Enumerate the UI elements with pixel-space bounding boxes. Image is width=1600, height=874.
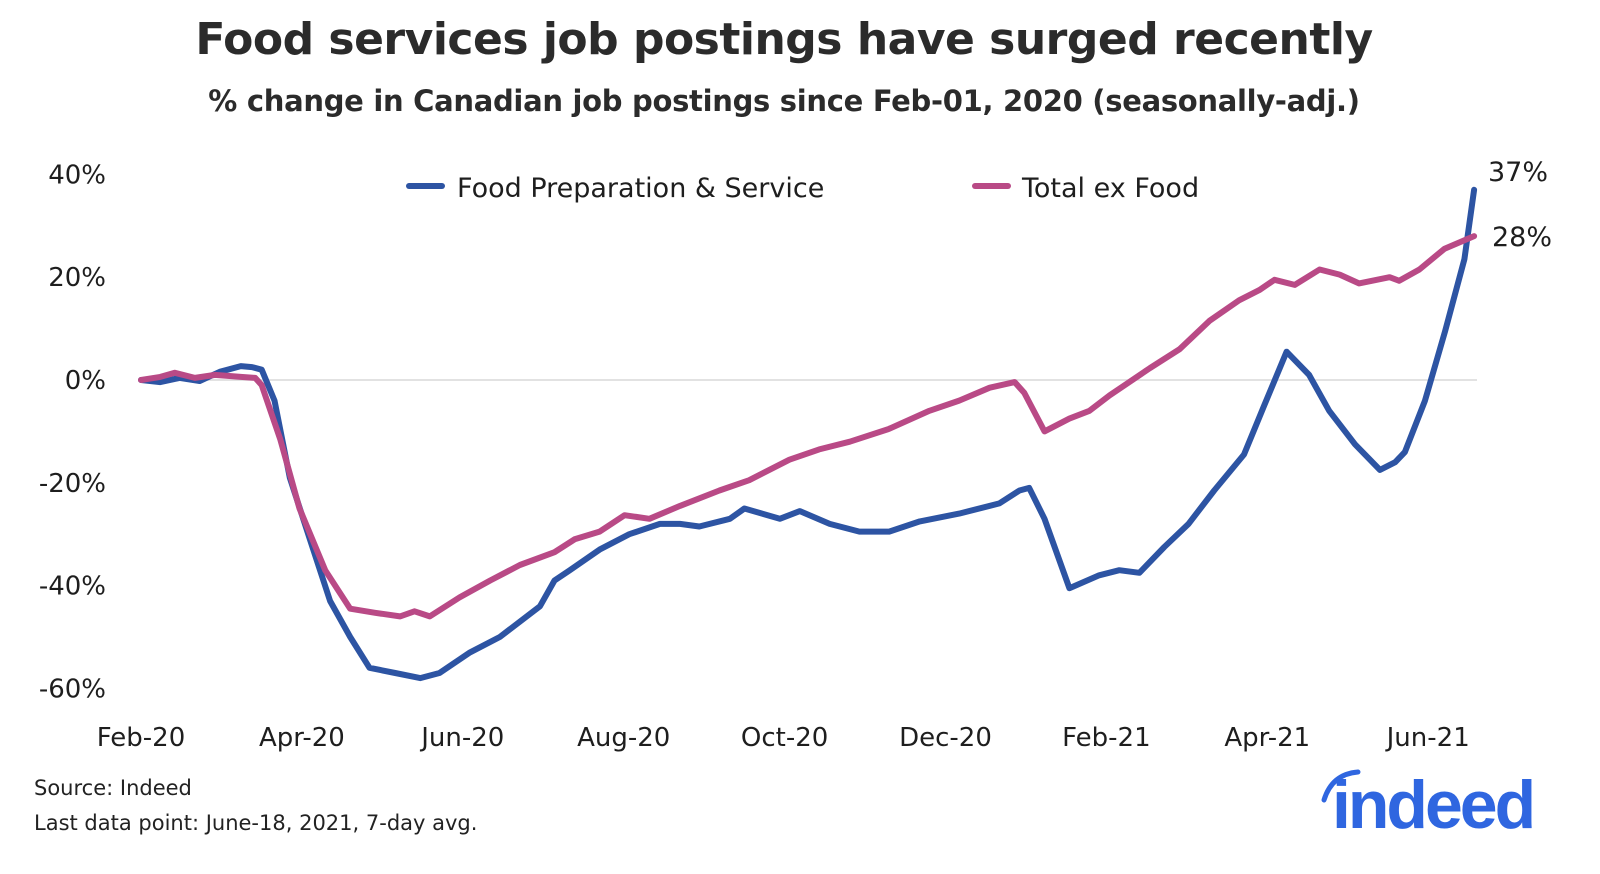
y-axis: 40% 20% 0% -20% -40% -60% [39, 160, 106, 704]
x-tick-label: Jun-20 [419, 723, 504, 753]
legend: Food Preparation & Service Total ex Food [406, 173, 1199, 204]
x-tick-label: Apr-20 [259, 723, 345, 753]
x-tick-label: Feb-21 [1062, 723, 1151, 753]
x-axis: Feb-20 Apr-20 Jun-20 Aug-20 Oct-20 Dec-20 Feb-… [97, 723, 1470, 753]
y-tick-label: 0% [65, 366, 106, 396]
source-note: Source: Indeed [34, 776, 192, 800]
last-data-point-note: Last data point: June-18, 2021, 7-day av… [34, 811, 478, 835]
chart-title: Food services job postings have surged r… [195, 14, 1373, 65]
x-tick-label: Jun-21 [1385, 723, 1470, 753]
chart-subtitle: % change in Canadian job postings since … [208, 84, 1360, 118]
y-tick-label: -60% [39, 674, 106, 704]
end-label-food: 37% [1488, 157, 1548, 188]
y-tick-label: -20% [39, 469, 106, 499]
y-tick-label: 40% [48, 160, 106, 190]
end-label-total: 28% [1492, 222, 1552, 253]
legend-label-food: Food Preparation & Service [457, 173, 824, 204]
legend-label-total: Total ex Food [1021, 173, 1199, 204]
x-tick-label: Feb-20 [97, 723, 186, 753]
series-line-total [138, 233, 1478, 620]
series-line-food [138, 186, 1478, 682]
y-tick-label: -40% [39, 572, 106, 602]
series-group [138, 186, 1478, 682]
x-tick-label: Apr-21 [1224, 723, 1310, 753]
x-tick-label: Oct-20 [741, 723, 828, 753]
logo-wordmark: indeed [1332, 767, 1536, 843]
y-tick-label: 20% [48, 263, 106, 293]
x-tick-label: Aug-20 [577, 723, 670, 753]
indeed-logo: indeed [1312, 767, 1542, 843]
logo-arc-icon [1321, 769, 1361, 803]
x-tick-label: Dec-20 [899, 723, 992, 753]
